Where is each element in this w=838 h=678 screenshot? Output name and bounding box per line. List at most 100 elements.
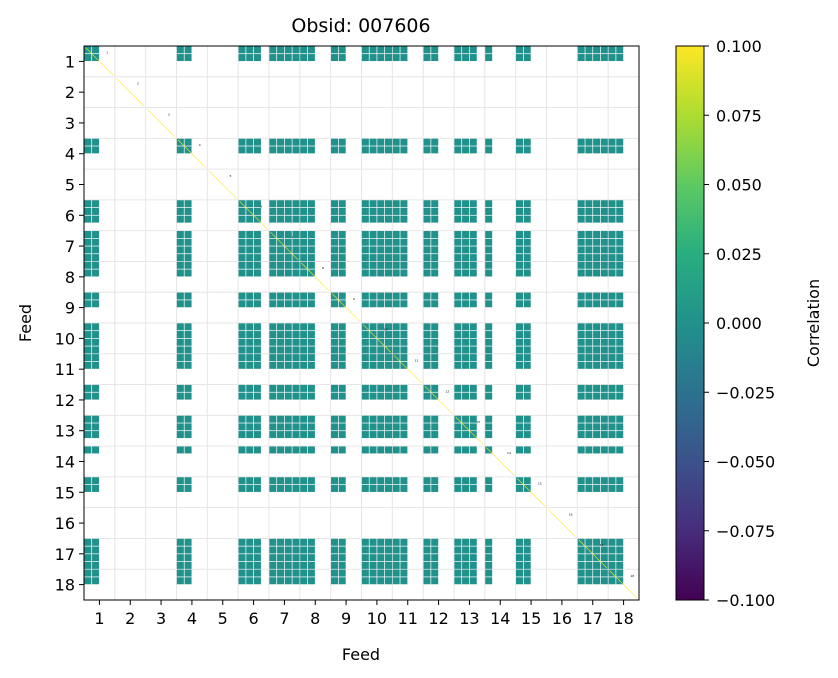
heatmap-cell <box>377 392 385 400</box>
heatmap-cell <box>292 54 300 62</box>
heatmap-cell <box>361 546 369 554</box>
x-tick-label: 1 <box>94 609 104 628</box>
heatmap-cell <box>384 207 392 215</box>
heatmap-cell <box>292 561 300 569</box>
heatmap-cell <box>400 261 408 269</box>
heatmap-cell <box>361 246 369 254</box>
heatmap-cell <box>284 446 292 454</box>
heatmap-cell <box>277 554 285 562</box>
heatmap-cell <box>577 246 585 254</box>
heatmap-cell <box>516 292 524 300</box>
heatmap-cell <box>92 446 100 454</box>
heatmap-cell <box>516 54 524 62</box>
heatmap-cell <box>431 323 439 331</box>
x-tick-label: 12 <box>428 609 448 628</box>
heatmap-cell <box>253 561 261 569</box>
heatmap-cell <box>516 200 524 208</box>
heatmap-cell <box>361 200 369 208</box>
heatmap-cell <box>431 138 439 146</box>
heatmap-cell <box>184 54 192 62</box>
heatmap-cell <box>585 423 593 431</box>
diagonal-feed-label: 4 <box>199 143 201 147</box>
heatmap-cell <box>431 238 439 246</box>
heatmap-cell <box>516 354 524 362</box>
heatmap-cell <box>423 415 431 423</box>
heatmap-cell <box>292 446 300 454</box>
heatmap-cell <box>577 331 585 339</box>
heatmap-cell <box>300 254 308 262</box>
heatmap-cell <box>423 538 431 546</box>
heatmap-cell <box>253 392 261 400</box>
heatmap-cell <box>593 231 601 239</box>
heatmap-cell <box>269 577 277 585</box>
heatmap-cell <box>300 46 308 54</box>
heatmap-cell <box>331 446 339 454</box>
colorbar-tick-label: 0.025 <box>716 245 762 264</box>
heatmap-cell <box>338 200 346 208</box>
heatmap-cell <box>184 477 192 485</box>
heatmap-cell <box>585 300 593 308</box>
heatmap-cell <box>269 569 277 577</box>
heatmap-cell <box>593 431 601 439</box>
heatmap-cell <box>462 554 470 562</box>
heatmap-cell <box>384 423 392 431</box>
heatmap-cell <box>600 146 608 154</box>
heatmap-cell <box>338 231 346 239</box>
heatmap-cell <box>284 238 292 246</box>
heatmap-cell <box>284 261 292 269</box>
heatmap-cell <box>292 323 300 331</box>
heatmap-cell <box>338 246 346 254</box>
heatmap-cell <box>577 569 585 577</box>
heatmap-cell <box>307 431 315 439</box>
heatmap-cell <box>338 261 346 269</box>
heatmap-cell <box>253 554 261 562</box>
x-tick-label: 2 <box>125 609 135 628</box>
diagonal-feed-label: 1 <box>106 51 108 55</box>
heatmap-cell <box>400 338 408 346</box>
heatmap-cell <box>92 246 100 254</box>
heatmap-cell <box>593 261 601 269</box>
colorbar-tick-label: 0.075 <box>716 106 762 125</box>
heatmap-cell <box>431 538 439 546</box>
heatmap-cell <box>431 338 439 346</box>
heatmap-cell <box>431 46 439 54</box>
heatmap-cell <box>184 215 192 223</box>
y-axis-label: Feed <box>16 304 35 342</box>
heatmap-cell <box>392 207 400 215</box>
heatmap-cell <box>384 331 392 339</box>
heatmap-cell <box>423 238 431 246</box>
heatmap-cell <box>431 361 439 369</box>
heatmap-cell <box>238 292 246 300</box>
heatmap-cell <box>377 446 385 454</box>
x-tick-label: 3 <box>156 609 166 628</box>
heatmap-cell <box>577 423 585 431</box>
heatmap-cell <box>523 231 531 239</box>
heatmap-cell <box>454 361 462 369</box>
heatmap-cell <box>523 415 531 423</box>
y-tick-label: 6 <box>65 206 75 225</box>
heatmap-cell <box>300 146 308 154</box>
heatmap-cell <box>616 546 624 554</box>
heatmap-cell <box>400 577 408 585</box>
heatmap-cell <box>292 538 300 546</box>
heatmap-cell <box>246 546 254 554</box>
heatmap-cell <box>431 200 439 208</box>
heatmap-cell <box>600 477 608 485</box>
heatmap-cell <box>269 238 277 246</box>
heatmap-cell <box>585 561 593 569</box>
heatmap-cell <box>600 484 608 492</box>
heatmap-cell <box>384 477 392 485</box>
heatmap-cell <box>384 569 392 577</box>
heatmap-cell <box>469 346 477 354</box>
heatmap-cell <box>600 577 608 585</box>
heatmap-cell <box>253 569 261 577</box>
heatmap-cell <box>253 254 261 262</box>
diagonal-line <box>301 262 330 291</box>
heatmap-cell <box>338 54 346 62</box>
diagonal-feed-label: 16 <box>569 512 573 516</box>
heatmap-cell <box>577 231 585 239</box>
heatmap-cell <box>176 54 184 62</box>
heatmap-cell <box>462 246 470 254</box>
heatmap-cell <box>423 446 431 454</box>
